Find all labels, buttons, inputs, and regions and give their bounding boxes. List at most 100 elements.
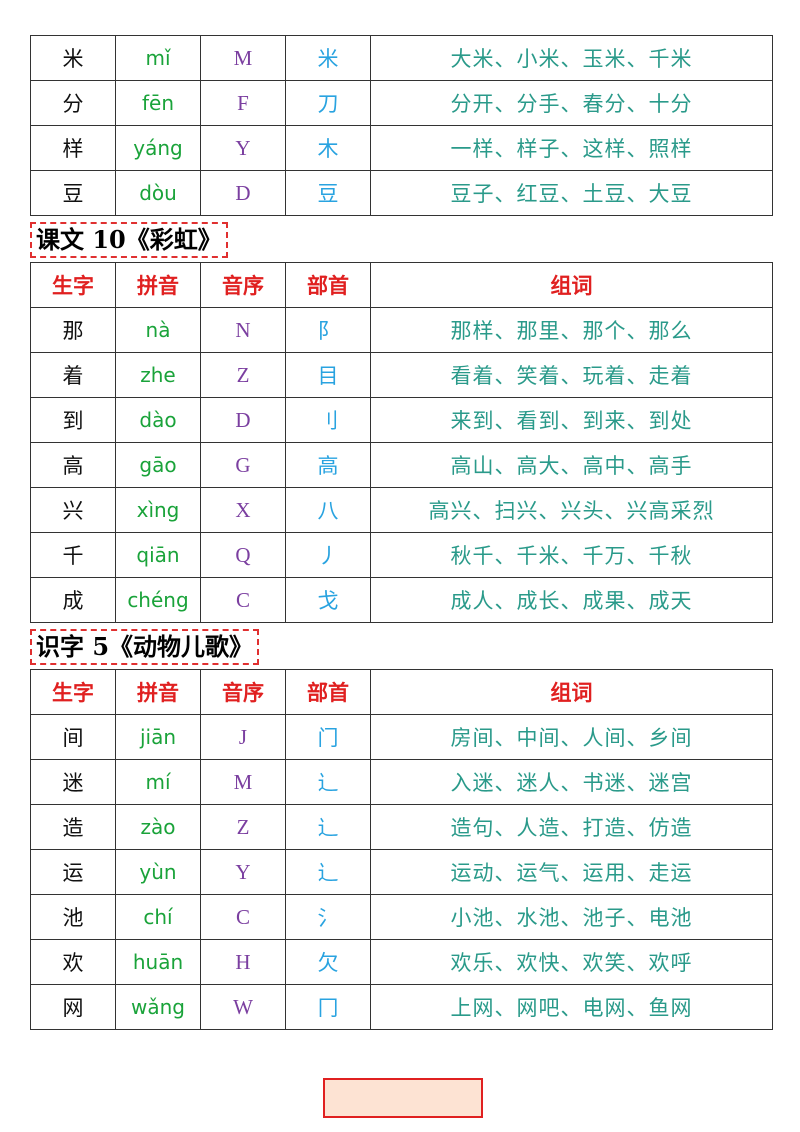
cell: 来到、看到、到来、到处 xyxy=(370,397,773,443)
cell: D xyxy=(200,170,286,216)
cell: 样 xyxy=(30,125,116,171)
header-cell: 部首 xyxy=(285,669,371,715)
cell: zào xyxy=(115,804,201,850)
cell: jiān xyxy=(115,714,201,760)
cell: dào xyxy=(115,397,201,443)
cell: 米 xyxy=(30,35,116,81)
cell: 看着、笑着、玩着、走着 xyxy=(370,352,773,398)
cell: 秋千、千米、千万、千秋 xyxy=(370,532,773,578)
cell: C xyxy=(200,894,286,940)
cell: N xyxy=(200,307,286,353)
cell: mǐ xyxy=(115,35,201,81)
cell: 木 xyxy=(285,125,371,171)
cell: J xyxy=(200,714,286,760)
cell: 千 xyxy=(30,532,116,578)
header-cell: 音序 xyxy=(200,669,286,715)
header-cell: 拼音 xyxy=(115,669,201,715)
cell: qiān xyxy=(115,532,201,578)
cell: Y xyxy=(200,849,286,895)
cell: 池 xyxy=(30,894,116,940)
cell: Q xyxy=(200,532,286,578)
cell: fēn xyxy=(115,80,201,126)
cell: 迷 xyxy=(30,759,116,805)
cell: 兴 xyxy=(30,487,116,533)
table-row: 到 dào D 刂来到、看到、到来、到处 xyxy=(30,397,773,443)
cell: Z xyxy=(200,352,286,398)
cell: yáng xyxy=(115,125,201,171)
cell: nà xyxy=(115,307,201,353)
cell: 戈 xyxy=(285,577,371,623)
cell: 网 xyxy=(30,984,116,1030)
cell: 成 xyxy=(30,577,116,623)
cell: 门 xyxy=(285,714,371,760)
cell: 辶 xyxy=(285,804,371,850)
cell: 豆 xyxy=(285,170,371,216)
cell: wǎng xyxy=(115,984,201,1030)
header-cell: 组词 xyxy=(370,262,773,308)
document: 米 mǐ M 米大米、小米、玉米、千米分 fēn F 刀分开、分手、春分、十分样 yáng Y 木… xyxy=(30,35,773,1030)
section-title: 课文 10《彩虹》 xyxy=(30,222,228,258)
table-row: 着 zhe Z 目看着、笑着、玩着、走着 xyxy=(30,352,773,398)
table-row: 分 fēn F 刀分开、分手、春分、十分 xyxy=(30,80,773,126)
cell: zhe xyxy=(115,352,201,398)
cell: X xyxy=(200,487,286,533)
cell: huān xyxy=(115,939,201,985)
cell: dòu xyxy=(115,170,201,216)
cell: 米 xyxy=(285,35,371,81)
cell: F xyxy=(200,80,286,126)
header-cell: 拼音 xyxy=(115,262,201,308)
table-row: 豆 dòu D 豆豆子、红豆、土豆、大豆 xyxy=(30,170,773,216)
cell: Z xyxy=(200,804,286,850)
cell: 高山、高大、高中、高手 xyxy=(370,442,773,488)
table-row: 高 gāo G 高高山、高大、高中、高手 xyxy=(30,442,773,488)
cell: 高 xyxy=(285,442,371,488)
header-row: 生字 拼音 音序 部首 组词 xyxy=(30,669,773,715)
cell: mí xyxy=(115,759,201,805)
cell: 八 xyxy=(285,487,371,533)
footer-box xyxy=(323,1078,483,1118)
table-row: 成 chéng C 戈成人、成长、成果、成天 xyxy=(30,577,773,623)
table-row: 兴 xìng X 八高兴、扫兴、兴头、兴高采烈 xyxy=(30,487,773,533)
table-row: 造 zào Z 辶造句、人造、打造、仿造 xyxy=(30,804,773,850)
cell: 运动、运气、运用、走运 xyxy=(370,849,773,895)
cell: G xyxy=(200,442,286,488)
header-cell: 部首 xyxy=(285,262,371,308)
cell: 欠 xyxy=(285,939,371,985)
cell: D xyxy=(200,397,286,443)
cell: 氵 xyxy=(285,894,371,940)
cell: 间 xyxy=(30,714,116,760)
cell: 造句、人造、打造、仿造 xyxy=(370,804,773,850)
cell: 房间、中间、人间、乡间 xyxy=(370,714,773,760)
cell: 高 xyxy=(30,442,116,488)
word-table: 生字 拼音 音序 部首 组词那 nà N 阝那样、那里、那个、那么着 zhe Z 目看着、笑着、玩着… xyxy=(30,262,773,623)
table-row: 运 yùn Y 辶运动、运气、运用、走运 xyxy=(30,849,773,895)
table-row: 米 mǐ M 米大米、小米、玉米、千米 xyxy=(30,35,773,81)
header-cell: 生字 xyxy=(30,669,116,715)
cell: 着 xyxy=(30,352,116,398)
cell: 成人、成长、成果、成天 xyxy=(370,577,773,623)
cell: 欢 xyxy=(30,939,116,985)
cell: 豆 xyxy=(30,170,116,216)
cell: C xyxy=(200,577,286,623)
cell: 刂 xyxy=(285,397,371,443)
cell: H xyxy=(200,939,286,985)
cell: 辶 xyxy=(285,849,371,895)
cell: 那 xyxy=(30,307,116,353)
cell: 分 xyxy=(30,80,116,126)
cell: M xyxy=(200,35,286,81)
cell: 欢乐、欢快、欢笑、欢呼 xyxy=(370,939,773,985)
header-cell: 生字 xyxy=(30,262,116,308)
table-row: 迷 mí M 辶入迷、迷人、书迷、迷宫 xyxy=(30,759,773,805)
cell: 目 xyxy=(285,352,371,398)
cell: 分开、分手、春分、十分 xyxy=(370,80,773,126)
cell: 到 xyxy=(30,397,116,443)
cell: 上网、网吧、电网、鱼网 xyxy=(370,984,773,1030)
table-row: 间 jiān J 门房间、中间、人间、乡间 xyxy=(30,714,773,760)
cell: 豆子、红豆、土豆、大豆 xyxy=(370,170,773,216)
table-row: 欢 huān H 欠欢乐、欢快、欢笑、欢呼 xyxy=(30,939,773,985)
table-row: 网 wǎng W 冂上网、网吧、电网、鱼网 xyxy=(30,984,773,1030)
cell: 一样、样子、这样、照样 xyxy=(370,125,773,171)
cell: 辶 xyxy=(285,759,371,805)
cell: Y xyxy=(200,125,286,171)
